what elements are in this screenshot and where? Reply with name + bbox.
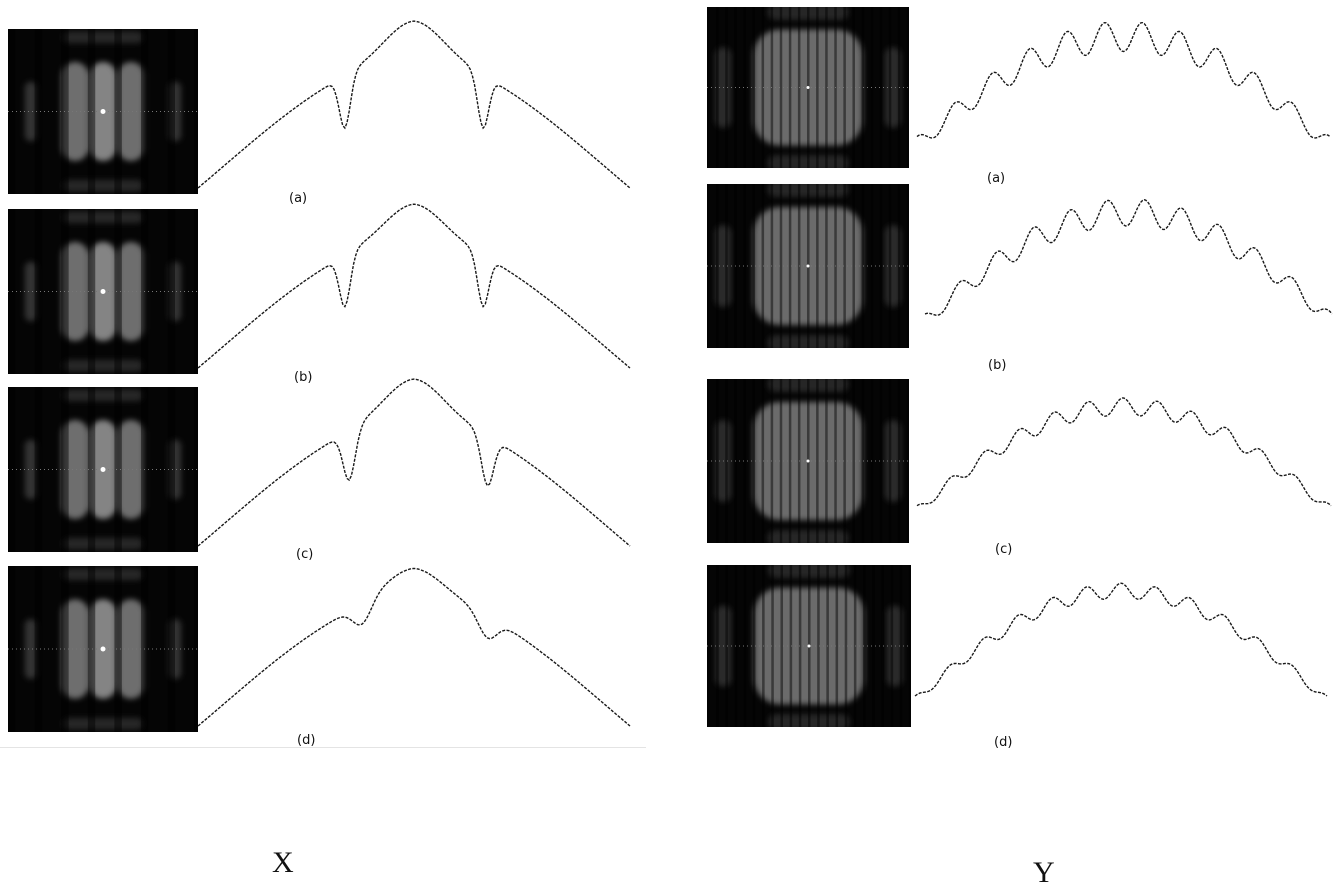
x-spectrum-image-d <box>8 566 198 732</box>
profile-line <box>924 199 1333 316</box>
x-profile-curve-d <box>197 567 631 727</box>
y-profile-curve-b <box>924 199 1333 316</box>
x-profile-curve-c <box>197 378 631 547</box>
profile-line <box>914 582 1328 697</box>
y-profile-curve-d <box>914 582 1328 697</box>
x-row-label-b: (b) <box>294 370 313 385</box>
y-group-label: Y <box>1033 856 1055 889</box>
y-row-label-d: (d) <box>994 735 1013 750</box>
x-row-label-c: (c) <box>296 547 314 562</box>
x-spectrum-image-a <box>8 29 198 194</box>
y-spectrum-image-c <box>707 379 909 543</box>
x-profile-curve-b <box>197 203 631 369</box>
y-row-label-c: (c) <box>995 542 1013 557</box>
y-spectrum-image-a <box>707 7 909 168</box>
y-profile-curve-c <box>916 397 1332 507</box>
x-row-label-a: (a) <box>289 191 308 206</box>
profile-line <box>916 397 1332 507</box>
y-spectrum-image-d <box>707 565 911 727</box>
x-profile-curve-a <box>197 20 631 189</box>
x-divider-line <box>0 747 646 748</box>
profile-line <box>197 567 631 727</box>
x-spectrum-image-c <box>8 387 198 552</box>
profile-line <box>197 378 631 547</box>
profile-line <box>197 20 631 189</box>
y-row-label-a: (a) <box>987 171 1006 186</box>
profile-line <box>916 21 1331 139</box>
y-spectrum-image-b <box>707 184 909 348</box>
profile-line <box>197 203 631 369</box>
y-profile-curve-a <box>916 21 1331 139</box>
y-row-label-b: (b) <box>988 358 1007 373</box>
x-row-label-d: (d) <box>297 733 316 748</box>
x-spectrum-image-b <box>8 209 198 374</box>
x-group-label: X <box>272 846 294 879</box>
